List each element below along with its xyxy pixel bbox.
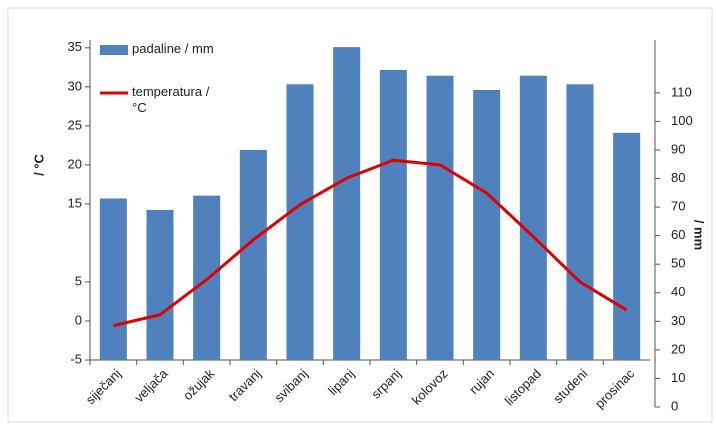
- y2-tick-label: 90: [671, 141, 685, 156]
- y2-tick-label: 100: [671, 113, 693, 128]
- y2-tick-label: 0: [671, 398, 678, 413]
- y2-tick-label: 20: [671, 341, 685, 356]
- y2-tick-label: 70: [671, 199, 685, 214]
- y-tick-label: -5: [70, 351, 82, 366]
- y2-tick-label: 10: [671, 370, 685, 385]
- bar: [286, 84, 314, 360]
- x-tick-label: lipanj: [325, 366, 357, 398]
- x-tick-label: studeni: [550, 366, 590, 406]
- x-tick-label: kolovoz: [409, 366, 451, 408]
- legend-swatch: [100, 45, 128, 55]
- y2-tick-label: 30: [671, 313, 685, 328]
- x-tick-label: srpanj: [368, 366, 404, 402]
- y2-tick-label: 40: [671, 284, 685, 299]
- x-tick-label: siječanj: [83, 366, 124, 407]
- y2-tick-label: 50: [671, 256, 685, 271]
- legend-label: padaline / mm: [132, 41, 214, 56]
- y-tick-label: 20: [68, 156, 82, 171]
- bar: [146, 209, 174, 360]
- y-tick-label: 0: [75, 312, 82, 327]
- x-tick-label: ožujak: [180, 366, 218, 404]
- bar: [519, 75, 547, 361]
- bar: [566, 84, 594, 360]
- legend-box: temperatura / °C: [132, 84, 210, 115]
- y2-tick-label: 110: [671, 84, 692, 99]
- x-tick-label: svibanj: [271, 366, 310, 405]
- bar: [379, 69, 407, 360]
- y2-axis-label: / mm: [692, 220, 707, 250]
- bar: [333, 47, 361, 361]
- frame: [7, 7, 713, 423]
- y2-tick-label: 60: [671, 227, 685, 242]
- bar: [99, 198, 127, 360]
- y-tick-label: 5: [75, 273, 82, 288]
- bar: [239, 149, 267, 360]
- y-axis-label: / °C: [31, 153, 46, 175]
- bar: [613, 132, 641, 360]
- legend-label: temperatura / °C: [132, 84, 210, 115]
- y-tick-label: 25: [68, 117, 82, 132]
- x-tick-label: travanj: [226, 366, 264, 404]
- line: [112, 158, 628, 328]
- y2-tick-label: 80: [671, 170, 685, 185]
- x-tick-label: listopad: [502, 366, 544, 408]
- y-tick-label: 30: [68, 78, 82, 93]
- bar: [473, 89, 501, 361]
- legend-box: padaline / mm: [132, 41, 214, 56]
- bar: [426, 75, 454, 361]
- x-tick-label: rujan: [466, 366, 497, 397]
- y-tick-label: 35: [68, 39, 82, 54]
- y-tick-label: 15: [68, 195, 82, 210]
- x-tick-label: veljača: [131, 365, 171, 405]
- x-tick-label: prosinac: [592, 366, 638, 412]
